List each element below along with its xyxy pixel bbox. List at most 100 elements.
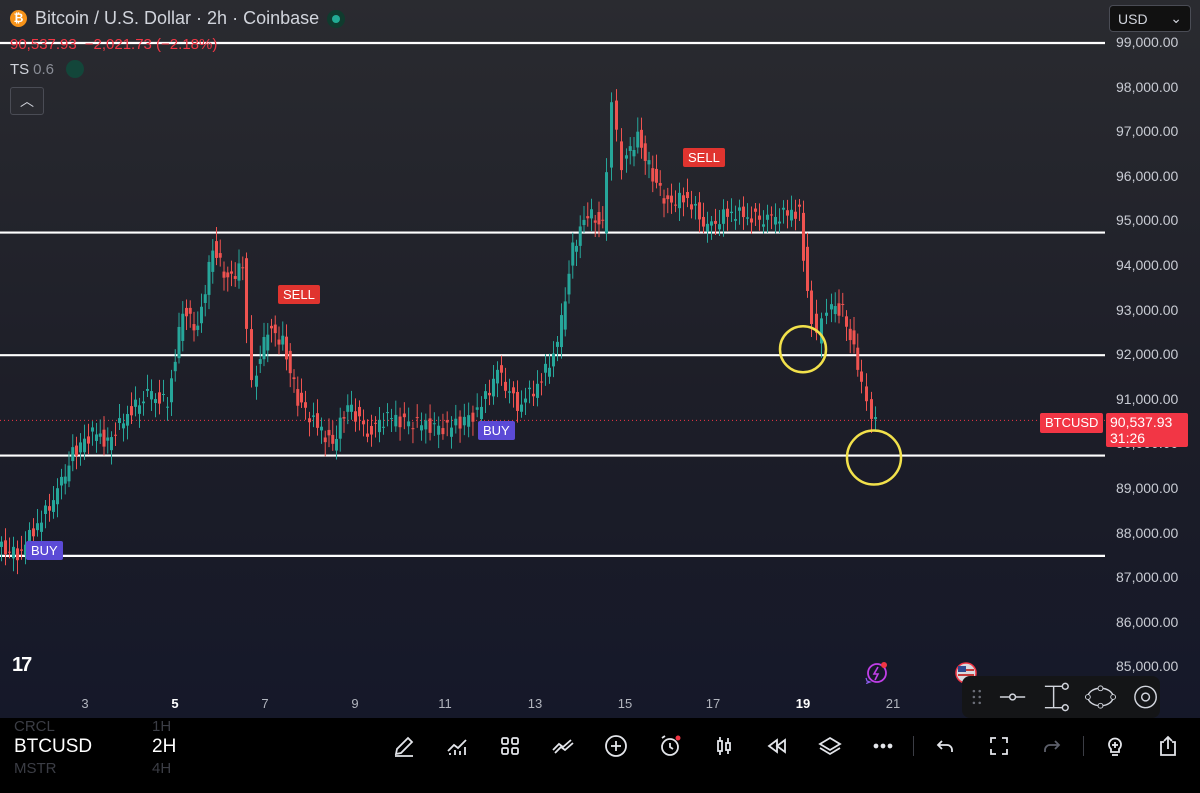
layers-icon[interactable] xyxy=(814,730,846,762)
candle-body xyxy=(130,406,133,416)
date-axis-label: 17 xyxy=(705,696,721,711)
share-icon[interactable] xyxy=(1152,730,1184,762)
candle-body xyxy=(173,361,177,372)
pencil-icon[interactable] xyxy=(388,730,420,762)
horizontal-ray-icon[interactable] xyxy=(998,685,1027,709)
symbol-header[interactable]: ₿ Bitcoin / U.S. Dollar · 2h · Coinbase xyxy=(10,8,346,29)
candle-body xyxy=(651,168,655,182)
candle-body xyxy=(454,418,458,426)
candle-body xyxy=(40,522,43,532)
alert-icon[interactable] xyxy=(654,730,686,762)
ellipse-icon[interactable] xyxy=(1084,682,1117,712)
candle-body xyxy=(181,313,185,341)
candle-body xyxy=(636,131,640,148)
watchlist-timeframe: 1H xyxy=(152,718,172,735)
indicator-settings-icon[interactable] xyxy=(66,60,85,78)
date-axis-label: 5 xyxy=(171,696,179,711)
idea-icon[interactable] xyxy=(1099,730,1131,762)
candle-body xyxy=(428,418,432,433)
candle-body xyxy=(374,422,377,424)
candle-body xyxy=(12,546,15,559)
candle-body xyxy=(207,261,211,295)
candle-body xyxy=(806,246,809,291)
circle-target-icon[interactable] xyxy=(1131,682,1160,712)
candle-body xyxy=(690,204,693,210)
fullscreen-icon[interactable] xyxy=(983,730,1015,762)
timeframe-button[interactable]: 2H xyxy=(152,736,177,757)
candle-body xyxy=(560,315,563,348)
candle-body xyxy=(266,334,270,351)
candle-body xyxy=(196,325,200,330)
candle-body xyxy=(563,301,567,330)
candle-body xyxy=(810,290,813,324)
candle-body xyxy=(706,223,709,232)
candle-body xyxy=(825,312,828,316)
more-icon[interactable] xyxy=(867,730,899,762)
currency-select[interactable]: USD ⌄ xyxy=(1109,5,1191,32)
undo-icon[interactable] xyxy=(929,730,961,762)
symbol-button[interactable]: BTCUSD xyxy=(14,736,93,757)
candle-body xyxy=(366,433,369,437)
flash-sale-icon[interactable] xyxy=(862,662,888,684)
candle-body xyxy=(794,211,797,219)
candle-body xyxy=(601,219,605,221)
candle-body xyxy=(323,437,327,443)
candle-body xyxy=(432,423,436,425)
candle-body xyxy=(142,401,145,404)
candle-body xyxy=(718,224,721,230)
candle-body xyxy=(815,313,818,333)
symbol-price-tag: BTCUSD xyxy=(1040,413,1104,433)
candle-body xyxy=(166,406,169,408)
candle-body xyxy=(245,258,248,329)
candle-body xyxy=(500,365,503,373)
price-axis-label: 91,000.00 xyxy=(1116,390,1179,407)
candle-body xyxy=(95,434,98,441)
replay-icon[interactable] xyxy=(761,730,793,762)
candle-body xyxy=(83,438,86,453)
highlight-circle xyxy=(845,429,903,486)
candles-icon[interactable] xyxy=(708,730,740,762)
legend-price: 90,537.93 xyxy=(10,36,77,53)
price-axis-label: 85,000.00 xyxy=(1116,658,1179,675)
chart-area[interactable] xyxy=(0,0,1200,718)
drag-handle-icon[interactable] xyxy=(970,687,984,707)
indicator-legend[interactable]: TS 0.6 xyxy=(10,60,85,78)
candle-body xyxy=(798,204,801,207)
watchlist-symbol: MSTR xyxy=(14,760,57,777)
price-axis-label: 93,000.00 xyxy=(1116,301,1179,318)
candle-body xyxy=(56,488,59,505)
candle-body xyxy=(16,548,19,561)
collapse-legend-button[interactable]: ︿ xyxy=(10,87,44,115)
candle-body xyxy=(308,418,311,423)
drawing-tools-panel[interactable] xyxy=(962,676,1160,718)
add-icon[interactable] xyxy=(600,730,632,762)
compare-icon[interactable] xyxy=(547,730,579,762)
price-chart[interactable] xyxy=(0,0,1200,718)
candle-body xyxy=(118,418,121,423)
candle-body xyxy=(270,325,273,329)
candle-body xyxy=(540,381,543,383)
date-axis-label: 19 xyxy=(795,696,811,711)
redo-icon[interactable] xyxy=(1036,730,1068,762)
date-axis-label: 3 xyxy=(81,696,89,711)
fib-range-icon[interactable] xyxy=(1041,682,1070,712)
date-axis-label: 11 xyxy=(438,696,452,711)
candle-body xyxy=(378,419,381,433)
candle-body xyxy=(386,412,389,414)
candle-body xyxy=(91,427,94,432)
candle-body xyxy=(28,529,31,545)
candle-body xyxy=(218,253,222,258)
indicators-icon[interactable] xyxy=(441,730,473,762)
candle-body xyxy=(567,273,571,295)
chart-title: Bitcoin / U.S. Dollar · 2h · Coinbase xyxy=(35,8,320,28)
tradingview-logo-icon[interactable]: 17 xyxy=(12,654,32,676)
candle-body xyxy=(320,426,323,431)
candle-body xyxy=(420,425,423,431)
candle-body xyxy=(615,100,618,130)
layout-grid-icon[interactable] xyxy=(494,730,526,762)
candle-body xyxy=(620,141,623,171)
candle-body xyxy=(492,378,495,397)
candle-body xyxy=(170,378,173,403)
candle-body xyxy=(802,212,805,261)
candle-body xyxy=(590,209,593,219)
